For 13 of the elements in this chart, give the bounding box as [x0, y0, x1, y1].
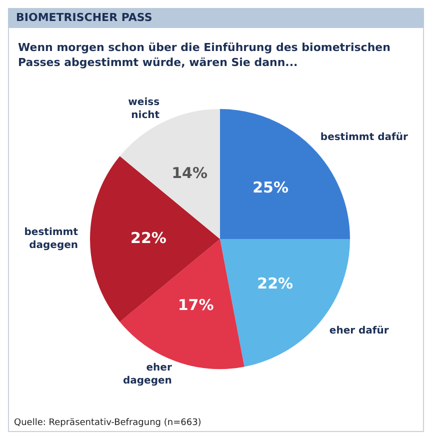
- data-label: 22%: [257, 274, 294, 292]
- slice-label: eher dagegen: [122, 362, 172, 387]
- data-label: 17%: [178, 296, 214, 314]
- data-label: 14%: [172, 164, 208, 182]
- slice-label: weiss nicht: [128, 96, 160, 121]
- data-label: 25%: [252, 178, 289, 196]
- data-label: 22%: [130, 228, 166, 247]
- slice-label: eher dafür: [329, 325, 389, 336]
- slice-label: bestimmt dafür: [320, 132, 408, 143]
- source-note: Quelle: Repräsentativ-Befragung (n=663): [14, 418, 202, 428]
- chart-subtitle: Wenn morgen schon über die Einführung des biometrischen Passes abgestimmt würde, wären Sie dann...: [18, 40, 392, 70]
- chart-title: BIOMETRISCHER PASS: [8, 8, 424, 28]
- slice-label: bestimmt dagegen: [24, 227, 78, 252]
